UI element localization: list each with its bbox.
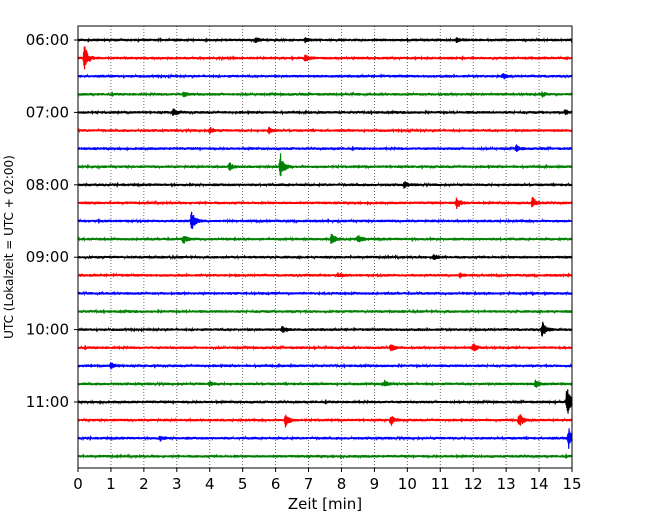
x-tick-label: 11 xyxy=(431,475,450,493)
x-tick-label: 12 xyxy=(464,475,483,493)
x-tick-label: 0 xyxy=(73,475,83,493)
trace-0615 xyxy=(77,46,573,70)
trace-0930 xyxy=(77,290,573,297)
trace-0630 xyxy=(77,73,573,80)
x-tick-label: 5 xyxy=(238,475,248,493)
trace-0800 xyxy=(77,181,573,189)
trace-0815 xyxy=(77,196,573,210)
trace-1145 xyxy=(77,453,573,460)
trace-1115 xyxy=(77,414,573,428)
x-axis-label: Zeit [min] xyxy=(288,495,362,513)
trace-0830 xyxy=(77,211,573,229)
y-tick-label: 10:00 xyxy=(26,321,69,339)
trace-0600 xyxy=(77,36,573,44)
trace-0900 xyxy=(77,254,573,261)
x-tick-label: 6 xyxy=(271,475,281,493)
plot-frame xyxy=(77,25,573,469)
trace-0845 xyxy=(77,233,573,244)
x-tick-label: 4 xyxy=(205,475,215,493)
trace-0715 xyxy=(77,126,573,135)
trace-1130 xyxy=(77,428,573,449)
trace-0645 xyxy=(77,91,573,98)
plot-background xyxy=(78,26,572,468)
x-tick-label: 8 xyxy=(337,475,347,493)
y-tick-label: 07:00 xyxy=(26,103,69,121)
trace-0730 xyxy=(77,144,573,152)
y-axis: 06:00 07:00 08:00 09:00 10:00 11:00 xyxy=(26,31,78,411)
trace-1015 xyxy=(77,343,573,352)
x-tick-label: 2 xyxy=(139,475,149,493)
x-tick-label: 7 xyxy=(304,475,314,493)
trace-0700 xyxy=(77,108,573,116)
x-tick-label: 3 xyxy=(172,475,182,493)
trace-1100 xyxy=(77,389,573,414)
y-tick-label: 08:00 xyxy=(26,176,69,194)
y-tick-label: 11:00 xyxy=(26,393,69,411)
trace-1000 xyxy=(77,321,573,337)
x-tick-label: 9 xyxy=(370,475,380,493)
x-tick-label: 15 xyxy=(562,475,581,493)
x-tick-label: 1 xyxy=(106,475,116,493)
trace-0945 xyxy=(77,308,573,315)
y-axis-label: UTC (Lokalzeit = UTC + 02:00) xyxy=(2,155,16,339)
y-tick-label: 09:00 xyxy=(26,248,69,266)
x-axis: 0 1 2 3 4 5 6 7 8 9 10 11 12 13 14 15 xyxy=(73,468,582,493)
trace-1030 xyxy=(77,362,573,370)
trace-0745 xyxy=(77,153,573,177)
x-tick-label: 14 xyxy=(530,475,549,493)
trace-1045 xyxy=(77,379,573,388)
x-tick-label: 10 xyxy=(398,475,417,493)
x-tick-label: 13 xyxy=(497,475,516,493)
trace-0915 xyxy=(77,272,573,279)
y-tick-label: 06:00 xyxy=(26,31,69,49)
trace-group xyxy=(77,36,573,460)
